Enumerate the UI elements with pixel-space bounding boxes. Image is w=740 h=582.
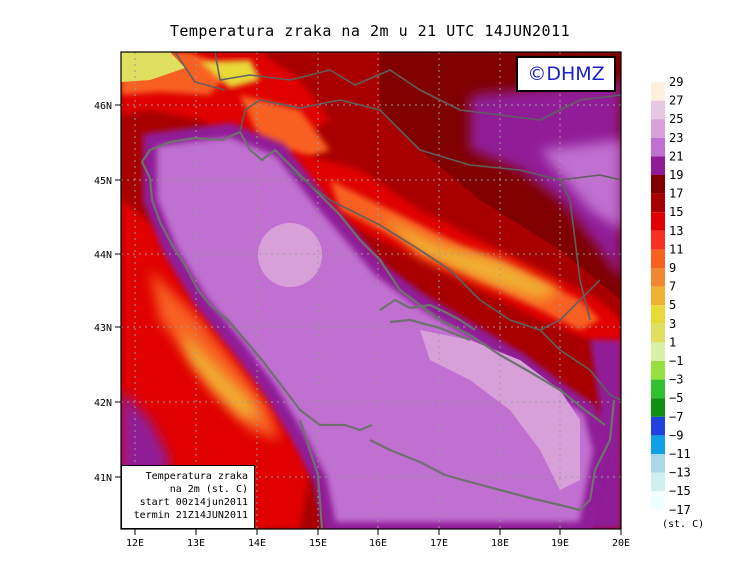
lon-label: 16E: [369, 538, 387, 549]
legend-swatch: [651, 305, 665, 324]
lat-label: 46N: [94, 101, 112, 112]
info-unit: na 2m (st. C): [169, 484, 248, 495]
legend-swatch: [651, 416, 665, 436]
legend-unit: (st. C): [662, 519, 705, 530]
info-termin: termin 21Z14JUN2011: [133, 510, 248, 521]
lon-label: 13E: [187, 538, 205, 549]
legend-label: 1: [669, 335, 676, 349]
lon-label: 17E: [430, 538, 448, 549]
lat-label: 42N: [94, 398, 112, 409]
legend-swatch: [651, 361, 665, 380]
legend-swatch: [651, 454, 665, 473]
legend-swatch: [651, 193, 665, 213]
info-start: start 00z14jun2011: [139, 497, 248, 508]
legend-swatch: [651, 398, 665, 417]
legend-color-bar: [651, 82, 665, 510]
legend-label: −9: [669, 428, 683, 442]
lon-label: 12E: [126, 538, 144, 549]
legend-swatch: [651, 323, 665, 343]
legend-swatch: [651, 491, 665, 510]
legend-label: 25: [669, 112, 683, 126]
legend-label: −11: [669, 447, 691, 461]
legend-swatch: [651, 472, 665, 492]
legend-swatch: [651, 82, 665, 101]
legend-label: 13: [669, 224, 683, 238]
legend-swatch: [651, 212, 665, 231]
x-axis-ticks: [134, 529, 622, 535]
legend-label: 7: [669, 280, 676, 294]
legend-swatch: [651, 268, 665, 287]
lon-label: 14E: [248, 538, 266, 549]
legend-label: −17: [669, 503, 691, 517]
lat-label: 45N: [94, 176, 112, 187]
legend-label: −5: [669, 391, 683, 405]
legend-label: 27: [669, 94, 683, 108]
legend-swatch: [651, 230, 665, 250]
lon-label: 19E: [551, 538, 569, 549]
x-axis-labels: 12E 13E 14E 15E 16E 17E 18E 19E 20E: [126, 538, 630, 549]
legend-label: −13: [669, 466, 691, 480]
legend-swatch: [651, 100, 665, 120]
legend-label: 17: [669, 187, 683, 201]
legend-swatch: [651, 286, 665, 306]
legend-label: 21: [669, 149, 683, 163]
legend-label: 15: [669, 205, 683, 219]
lon-label: 20E: [612, 538, 630, 549]
legend-label: −7: [669, 410, 683, 424]
legend-swatch: [651, 119, 665, 138]
legend-swatch: [651, 156, 665, 175]
legend-swatch: [651, 249, 665, 268]
y-axis-ticks: [115, 104, 121, 478]
legend-label: 3: [669, 317, 676, 331]
legend-label: 29: [669, 75, 683, 89]
legend-swatch: [651, 435, 665, 454]
y-axis-labels: 46N 45N 44N 43N 42N 41N: [94, 101, 112, 484]
legend-label: 5: [669, 298, 676, 312]
legend-labels: 29 27 25 23 21 19 17 15 13 11 9 7 5 3 1 −1 −3 −5 −7 −9 −11 −1…: [669, 75, 691, 517]
legend-swatch: [651, 137, 665, 157]
legend-label: −3: [669, 373, 683, 387]
map-field: [121, 52, 621, 529]
lat-label: 43N: [94, 323, 112, 334]
dhmz-logo: ©DHMZ: [516, 56, 616, 92]
legend-swatch: [651, 175, 665, 194]
map-title: Temperatura zraka na 2m u 21 UTC 14JUN20…: [169, 22, 571, 40]
legend-label: 9: [669, 261, 676, 275]
lon-label: 15E: [309, 538, 327, 549]
lon-label: 18E: [491, 538, 509, 549]
info-box: Temperatura zraka na 2m (st. C) start 00…: [121, 465, 255, 529]
legend-label: −15: [669, 484, 691, 498]
lat-label: 41N: [94, 473, 112, 484]
legend-swatch: [651, 379, 665, 399]
lat-label: 44N: [94, 250, 112, 261]
plot-frame: [120, 51, 622, 530]
coastlines: [140, 130, 616, 529]
legend-swatch: [651, 342, 665, 361]
legend-label: 23: [669, 131, 683, 145]
legend-label: −1: [669, 354, 683, 368]
info-variable: Temperatura zraka: [145, 471, 248, 482]
map-grid: [121, 52, 621, 529]
borders: [174, 52, 621, 401]
legend-label: 19: [669, 168, 683, 182]
legend-label: 11: [669, 242, 683, 256]
